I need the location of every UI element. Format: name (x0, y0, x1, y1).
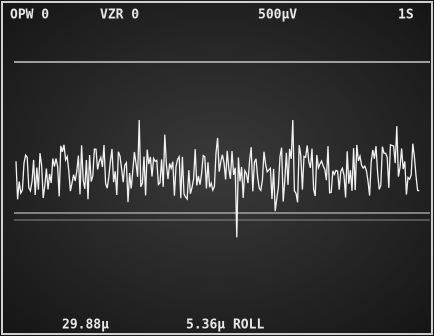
readout-label: 5.36µ ROLL (186, 318, 264, 333)
trace-group (15, 119, 420, 238)
noise-trace (15, 119, 420, 238)
timebase-label: 1S (398, 8, 414, 23)
readout-label: 29.88µ (62, 318, 109, 333)
scale-label: 500µV (258, 8, 297, 23)
status-label: OPW 0 (10, 8, 49, 23)
status-label: VZR 0 (100, 8, 139, 23)
